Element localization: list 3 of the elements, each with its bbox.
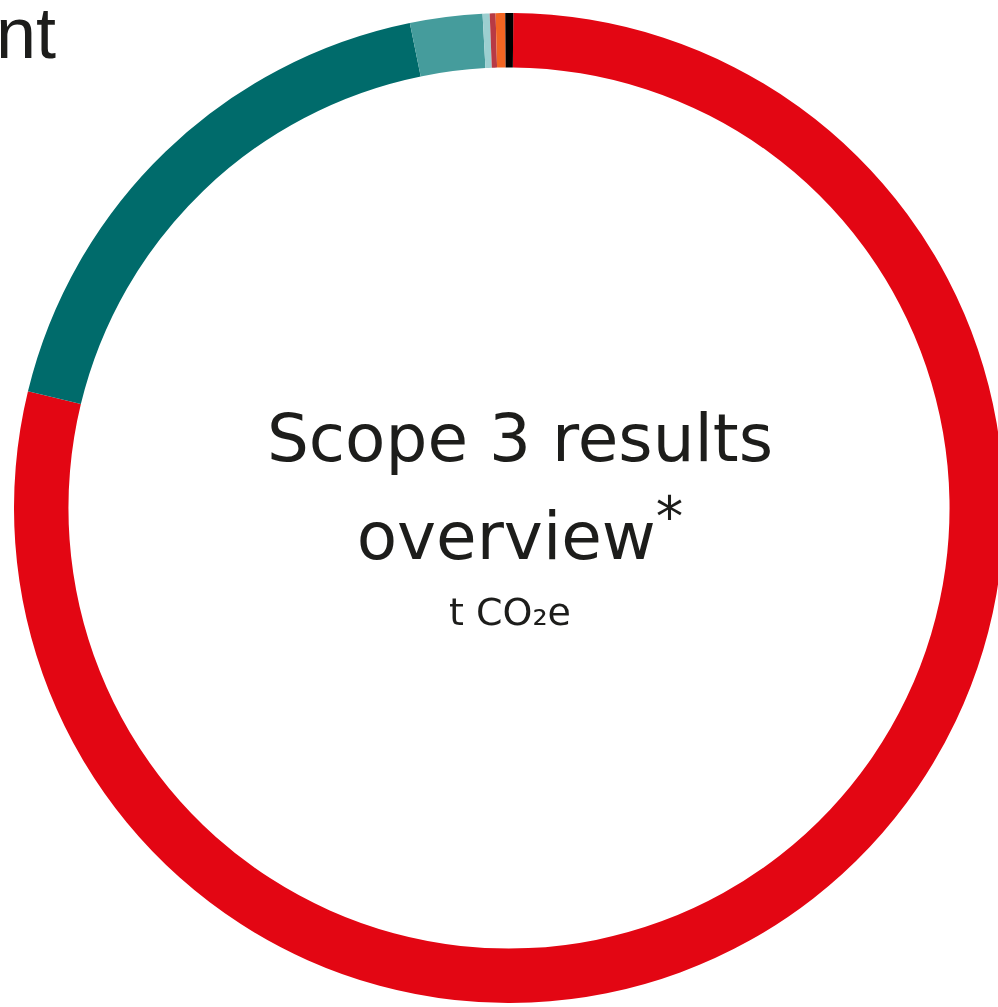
text: t CO₂e — [447, 590, 572, 634]
text: nt — [0, 0, 57, 74]
text: Scope 3 results overview$^{*}$ — [265, 400, 775, 576]
